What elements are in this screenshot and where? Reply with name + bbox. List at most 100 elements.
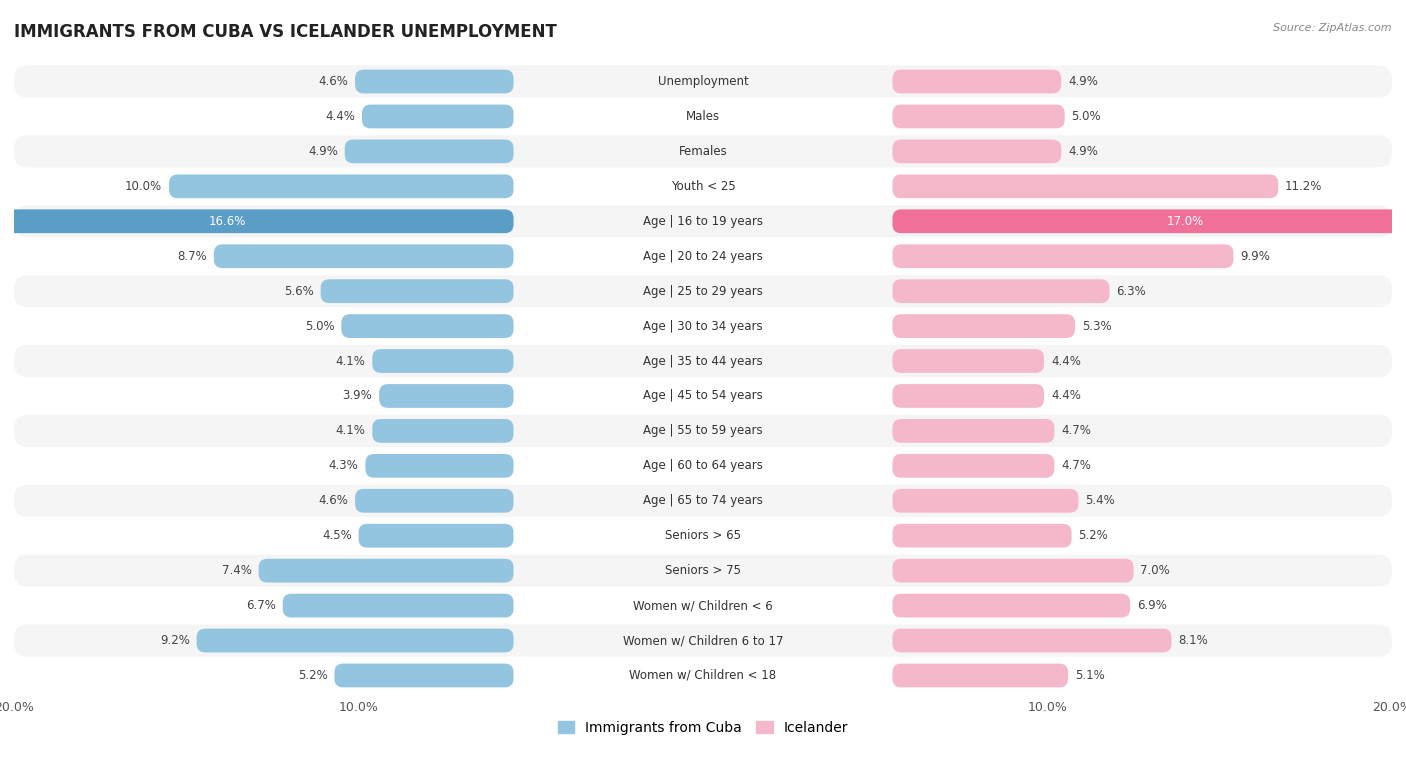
FancyBboxPatch shape (373, 419, 513, 443)
Text: Age | 55 to 59 years: Age | 55 to 59 years (643, 425, 763, 438)
Text: IMMIGRANTS FROM CUBA VS ICELANDER UNEMPLOYMENT: IMMIGRANTS FROM CUBA VS ICELANDER UNEMPL… (14, 23, 557, 41)
Text: 4.4%: 4.4% (325, 110, 356, 123)
Text: 6.9%: 6.9% (1137, 599, 1167, 612)
Text: 5.1%: 5.1% (1076, 669, 1105, 682)
Text: 5.2%: 5.2% (298, 669, 328, 682)
FancyBboxPatch shape (14, 659, 1392, 692)
FancyBboxPatch shape (893, 664, 1069, 687)
Text: 3.9%: 3.9% (343, 389, 373, 403)
FancyBboxPatch shape (893, 628, 1171, 653)
FancyBboxPatch shape (373, 349, 513, 373)
FancyBboxPatch shape (893, 245, 1233, 268)
FancyBboxPatch shape (342, 314, 513, 338)
Text: 5.4%: 5.4% (1085, 494, 1115, 507)
FancyBboxPatch shape (14, 240, 1392, 273)
Text: 6.3%: 6.3% (1116, 285, 1146, 298)
FancyBboxPatch shape (14, 136, 1392, 167)
FancyBboxPatch shape (893, 210, 1406, 233)
FancyBboxPatch shape (14, 65, 1392, 98)
FancyBboxPatch shape (893, 349, 1045, 373)
Text: 4.4%: 4.4% (1050, 389, 1081, 403)
FancyBboxPatch shape (361, 104, 513, 129)
Text: Source: ZipAtlas.com: Source: ZipAtlas.com (1274, 23, 1392, 33)
Text: Women w/ Children < 6: Women w/ Children < 6 (633, 599, 773, 612)
Text: Unemployment: Unemployment (658, 75, 748, 88)
Text: 8.1%: 8.1% (1178, 634, 1208, 647)
Text: 5.6%: 5.6% (284, 285, 314, 298)
Text: Age | 25 to 29 years: Age | 25 to 29 years (643, 285, 763, 298)
FancyBboxPatch shape (356, 70, 513, 93)
Text: 9.2%: 9.2% (160, 634, 190, 647)
Text: Seniors > 65: Seniors > 65 (665, 529, 741, 542)
Text: 4.6%: 4.6% (318, 75, 349, 88)
Text: Females: Females (679, 145, 727, 158)
FancyBboxPatch shape (893, 104, 1064, 129)
Text: Age | 35 to 44 years: Age | 35 to 44 years (643, 354, 763, 368)
FancyBboxPatch shape (14, 205, 1392, 238)
FancyBboxPatch shape (14, 345, 1392, 377)
Text: 10.0%: 10.0% (125, 180, 162, 193)
Text: Age | 30 to 34 years: Age | 30 to 34 years (643, 319, 763, 332)
Text: 7.4%: 7.4% (222, 564, 252, 577)
Text: Age | 65 to 74 years: Age | 65 to 74 years (643, 494, 763, 507)
FancyBboxPatch shape (169, 174, 513, 198)
Text: 8.7%: 8.7% (177, 250, 207, 263)
FancyBboxPatch shape (893, 489, 1078, 512)
Text: Age | 60 to 64 years: Age | 60 to 64 years (643, 459, 763, 472)
FancyBboxPatch shape (14, 555, 1392, 587)
FancyBboxPatch shape (893, 524, 1071, 547)
FancyBboxPatch shape (893, 139, 1062, 164)
FancyBboxPatch shape (14, 170, 1392, 202)
FancyBboxPatch shape (283, 593, 513, 618)
Text: 4.3%: 4.3% (329, 459, 359, 472)
FancyBboxPatch shape (359, 524, 513, 547)
FancyBboxPatch shape (321, 279, 513, 303)
Text: Age | 16 to 19 years: Age | 16 to 19 years (643, 215, 763, 228)
Text: 7.0%: 7.0% (1140, 564, 1170, 577)
FancyBboxPatch shape (356, 489, 513, 512)
Text: 4.1%: 4.1% (336, 425, 366, 438)
FancyBboxPatch shape (14, 310, 1392, 342)
Text: Seniors > 75: Seniors > 75 (665, 564, 741, 577)
FancyBboxPatch shape (893, 70, 1062, 93)
Text: 4.7%: 4.7% (1062, 459, 1091, 472)
FancyBboxPatch shape (14, 484, 1392, 517)
Text: 4.9%: 4.9% (308, 145, 337, 158)
Text: 4.1%: 4.1% (336, 354, 366, 368)
FancyBboxPatch shape (0, 210, 513, 233)
FancyBboxPatch shape (893, 384, 1045, 408)
Text: Women w/ Children < 18: Women w/ Children < 18 (630, 669, 776, 682)
Text: 9.9%: 9.9% (1240, 250, 1270, 263)
Text: 4.7%: 4.7% (1062, 425, 1091, 438)
Text: Women w/ Children 6 to 17: Women w/ Children 6 to 17 (623, 634, 783, 647)
Text: Males: Males (686, 110, 720, 123)
FancyBboxPatch shape (14, 519, 1392, 552)
FancyBboxPatch shape (893, 174, 1278, 198)
Text: 5.0%: 5.0% (1071, 110, 1101, 123)
Text: 4.9%: 4.9% (1069, 145, 1098, 158)
FancyBboxPatch shape (14, 450, 1392, 482)
FancyBboxPatch shape (14, 415, 1392, 447)
FancyBboxPatch shape (14, 101, 1392, 132)
Text: 6.7%: 6.7% (246, 599, 276, 612)
FancyBboxPatch shape (893, 314, 1076, 338)
Text: Age | 45 to 54 years: Age | 45 to 54 years (643, 389, 763, 403)
FancyBboxPatch shape (893, 279, 1109, 303)
Text: 5.3%: 5.3% (1083, 319, 1112, 332)
FancyBboxPatch shape (14, 380, 1392, 412)
Text: 5.2%: 5.2% (1078, 529, 1108, 542)
FancyBboxPatch shape (893, 419, 1054, 443)
FancyBboxPatch shape (197, 628, 513, 653)
FancyBboxPatch shape (335, 664, 513, 687)
FancyBboxPatch shape (14, 275, 1392, 307)
FancyBboxPatch shape (214, 245, 513, 268)
FancyBboxPatch shape (893, 559, 1133, 583)
FancyBboxPatch shape (259, 559, 513, 583)
FancyBboxPatch shape (380, 384, 513, 408)
Text: 16.6%: 16.6% (209, 215, 246, 228)
Text: 4.5%: 4.5% (322, 529, 352, 542)
FancyBboxPatch shape (14, 590, 1392, 621)
FancyBboxPatch shape (344, 139, 513, 164)
Legend: Immigrants from Cuba, Icelander: Immigrants from Cuba, Icelander (553, 715, 853, 740)
Text: 4.4%: 4.4% (1050, 354, 1081, 368)
